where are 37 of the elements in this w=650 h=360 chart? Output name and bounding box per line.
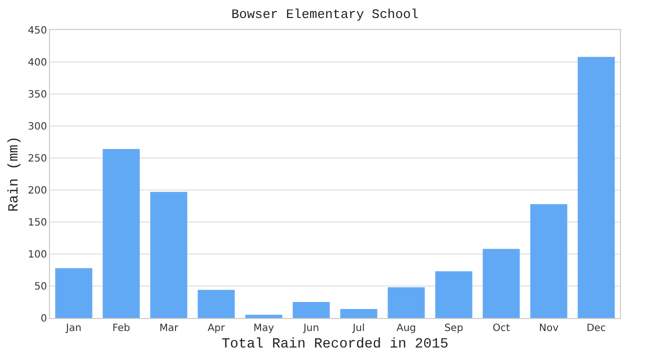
x-tick-label: Apr xyxy=(208,323,226,334)
x-tick-label: Aug xyxy=(396,323,416,334)
bar xyxy=(435,271,472,318)
y-tick-label: 400 xyxy=(28,58,47,68)
x-tick-label: May xyxy=(253,323,274,334)
bar xyxy=(245,314,282,318)
bar xyxy=(198,290,235,318)
y-tick-label: 50 xyxy=(34,282,47,292)
chart-title: Bowser Elementary School xyxy=(231,7,419,22)
bar xyxy=(150,192,188,318)
x-tick-label: Nov xyxy=(538,323,559,334)
bar xyxy=(55,268,92,318)
x-tick-label: Oct xyxy=(492,323,510,334)
x-tick-label: Jun xyxy=(302,323,320,334)
y-tick-label: 100 xyxy=(28,250,47,260)
y-tick-label: 450 xyxy=(28,26,47,36)
y-tick-label: 350 xyxy=(28,90,47,100)
x-tick-label: Jan xyxy=(65,323,82,334)
bar xyxy=(388,287,425,318)
bar xyxy=(482,248,520,318)
x-tick-label: Mar xyxy=(159,323,180,334)
bar xyxy=(102,149,140,318)
y-axis-title: Rain (mm) xyxy=(6,136,23,212)
bar xyxy=(340,309,378,318)
bar xyxy=(292,302,330,318)
y-tick-label: 300 xyxy=(28,122,47,132)
y-tick-label: 150 xyxy=(28,218,47,228)
x-tick-label: Dec xyxy=(586,323,606,334)
bar xyxy=(530,204,568,318)
x-tick-label: Sep xyxy=(444,323,464,334)
x-tick-label: Jul xyxy=(352,323,365,334)
x-axis-title: Total Rain Recorded in 2015 xyxy=(222,336,448,352)
y-tick-label: 250 xyxy=(28,154,47,164)
y-tick-label: 0 xyxy=(40,314,47,324)
x-tick-label: Feb xyxy=(112,323,130,334)
y-tick-label: 200 xyxy=(28,186,47,196)
bar xyxy=(578,56,615,318)
